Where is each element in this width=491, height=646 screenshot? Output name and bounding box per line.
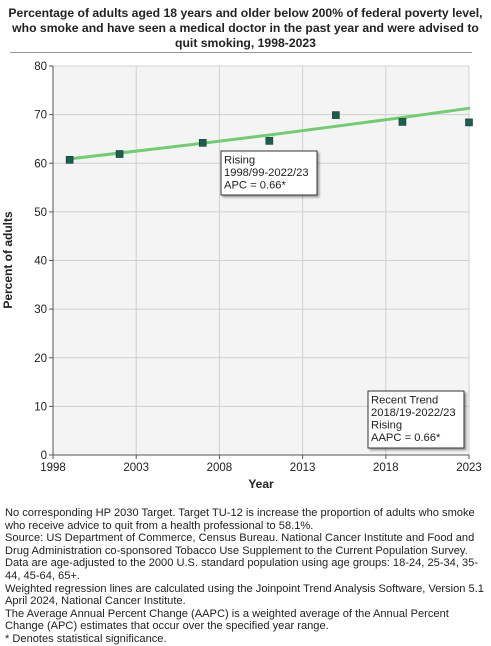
annotation-recent-line-1: Recent Trend xyxy=(371,395,438,407)
data-points xyxy=(65,111,473,164)
data-point-marker xyxy=(65,156,74,164)
y-tick-label: 80 xyxy=(34,61,47,73)
x-tick-label: 2023 xyxy=(456,462,482,474)
annotation-recent-trend-box xyxy=(367,390,465,449)
trend-series xyxy=(68,106,471,161)
data-point-marker xyxy=(198,139,207,147)
x-tick-label: 2003 xyxy=(123,462,149,474)
x-tick-label: 2008 xyxy=(207,462,233,474)
x-tick-labels: 1998 2003 2008 2013 2018 2023 xyxy=(40,455,482,474)
data-point-marker xyxy=(332,111,340,119)
footnote-age-adjusted: Data are age-adjusted to the 2000 U.S. s… xyxy=(5,557,479,582)
footnote-regression: Weighted regression lines are calculated… xyxy=(5,582,484,608)
title-divider xyxy=(10,52,472,53)
annotation-rising-box xyxy=(220,150,318,196)
y-tick-label: 0 xyxy=(41,450,47,462)
y-tick-label: 70 xyxy=(34,110,47,122)
y-tick-label: 40 xyxy=(34,256,47,268)
footnote-hp2030: No corresponding HP 2030 Target. Target … xyxy=(5,507,475,532)
annotation-rising-line-3: APC = 0.66* xyxy=(224,180,287,192)
data-point-marker xyxy=(115,150,124,158)
annotation-recent-line-4: AAPC = 0.66* xyxy=(371,432,441,444)
annotation-rising-line-2: 1998/99-2022/23 xyxy=(224,167,309,179)
x-axis-label: Year xyxy=(248,477,274,491)
svg-text:Recent Trend 2018/19-202: Recent Trend 2018/19-2022/23 Rising AAPC… xyxy=(371,395,459,445)
y-axis-label: Percent of adults xyxy=(1,211,15,309)
footnotes: No corresponding HP 2030 Target. Target … xyxy=(5,507,487,646)
y-tick-label: 10 xyxy=(34,401,47,413)
y-tick-labels: 0 10 20 30 40 50 60 70 80 xyxy=(34,61,53,462)
y-tick-label: 60 xyxy=(34,158,47,170)
annotation-recent-trend: Recent Trend 2018/19-2022/23 Rising AAPC… xyxy=(367,390,465,449)
annotation-recent-line-2: 2018/19-2022/23 xyxy=(371,407,456,419)
x-tick-label: 1998 xyxy=(40,462,66,474)
y-tick-label: 30 xyxy=(34,304,47,316)
x-tick-label: 2013 xyxy=(290,462,316,474)
annotation-recent-line-3: Rising xyxy=(371,420,402,432)
trend-line xyxy=(68,106,471,161)
footnote-aapc: The Average Annual Percent Change (AAPC)… xyxy=(5,607,449,633)
footnote-significance: * Denotes statistical significance. xyxy=(5,632,167,645)
x-tick-label: 2018 xyxy=(373,462,399,474)
data-point-marker xyxy=(265,137,274,145)
y-tick-label: 50 xyxy=(34,207,47,219)
data-point-marker xyxy=(465,118,473,127)
annotation-rising-line-1: Rising xyxy=(224,155,255,167)
y-tick-label: 20 xyxy=(34,353,47,365)
svg-text:Rising 1998/99-2022/23: Rising 1998/99-2022/23 APC = 0.66* xyxy=(224,155,312,192)
trend-chart: 0 10 20 30 40 50 60 70 80 1998 2003 2008 2013 2018 20… xyxy=(1,61,482,491)
footnote-source: Source: US Department of Commerce, Censu… xyxy=(5,532,475,557)
data-point-marker xyxy=(398,118,407,126)
chart-title: Percentage of adults aged 18 years and o… xyxy=(8,6,483,50)
annotation-rising: Rising 1998/99-2022/23 APC = 0.66* xyxy=(220,150,318,196)
